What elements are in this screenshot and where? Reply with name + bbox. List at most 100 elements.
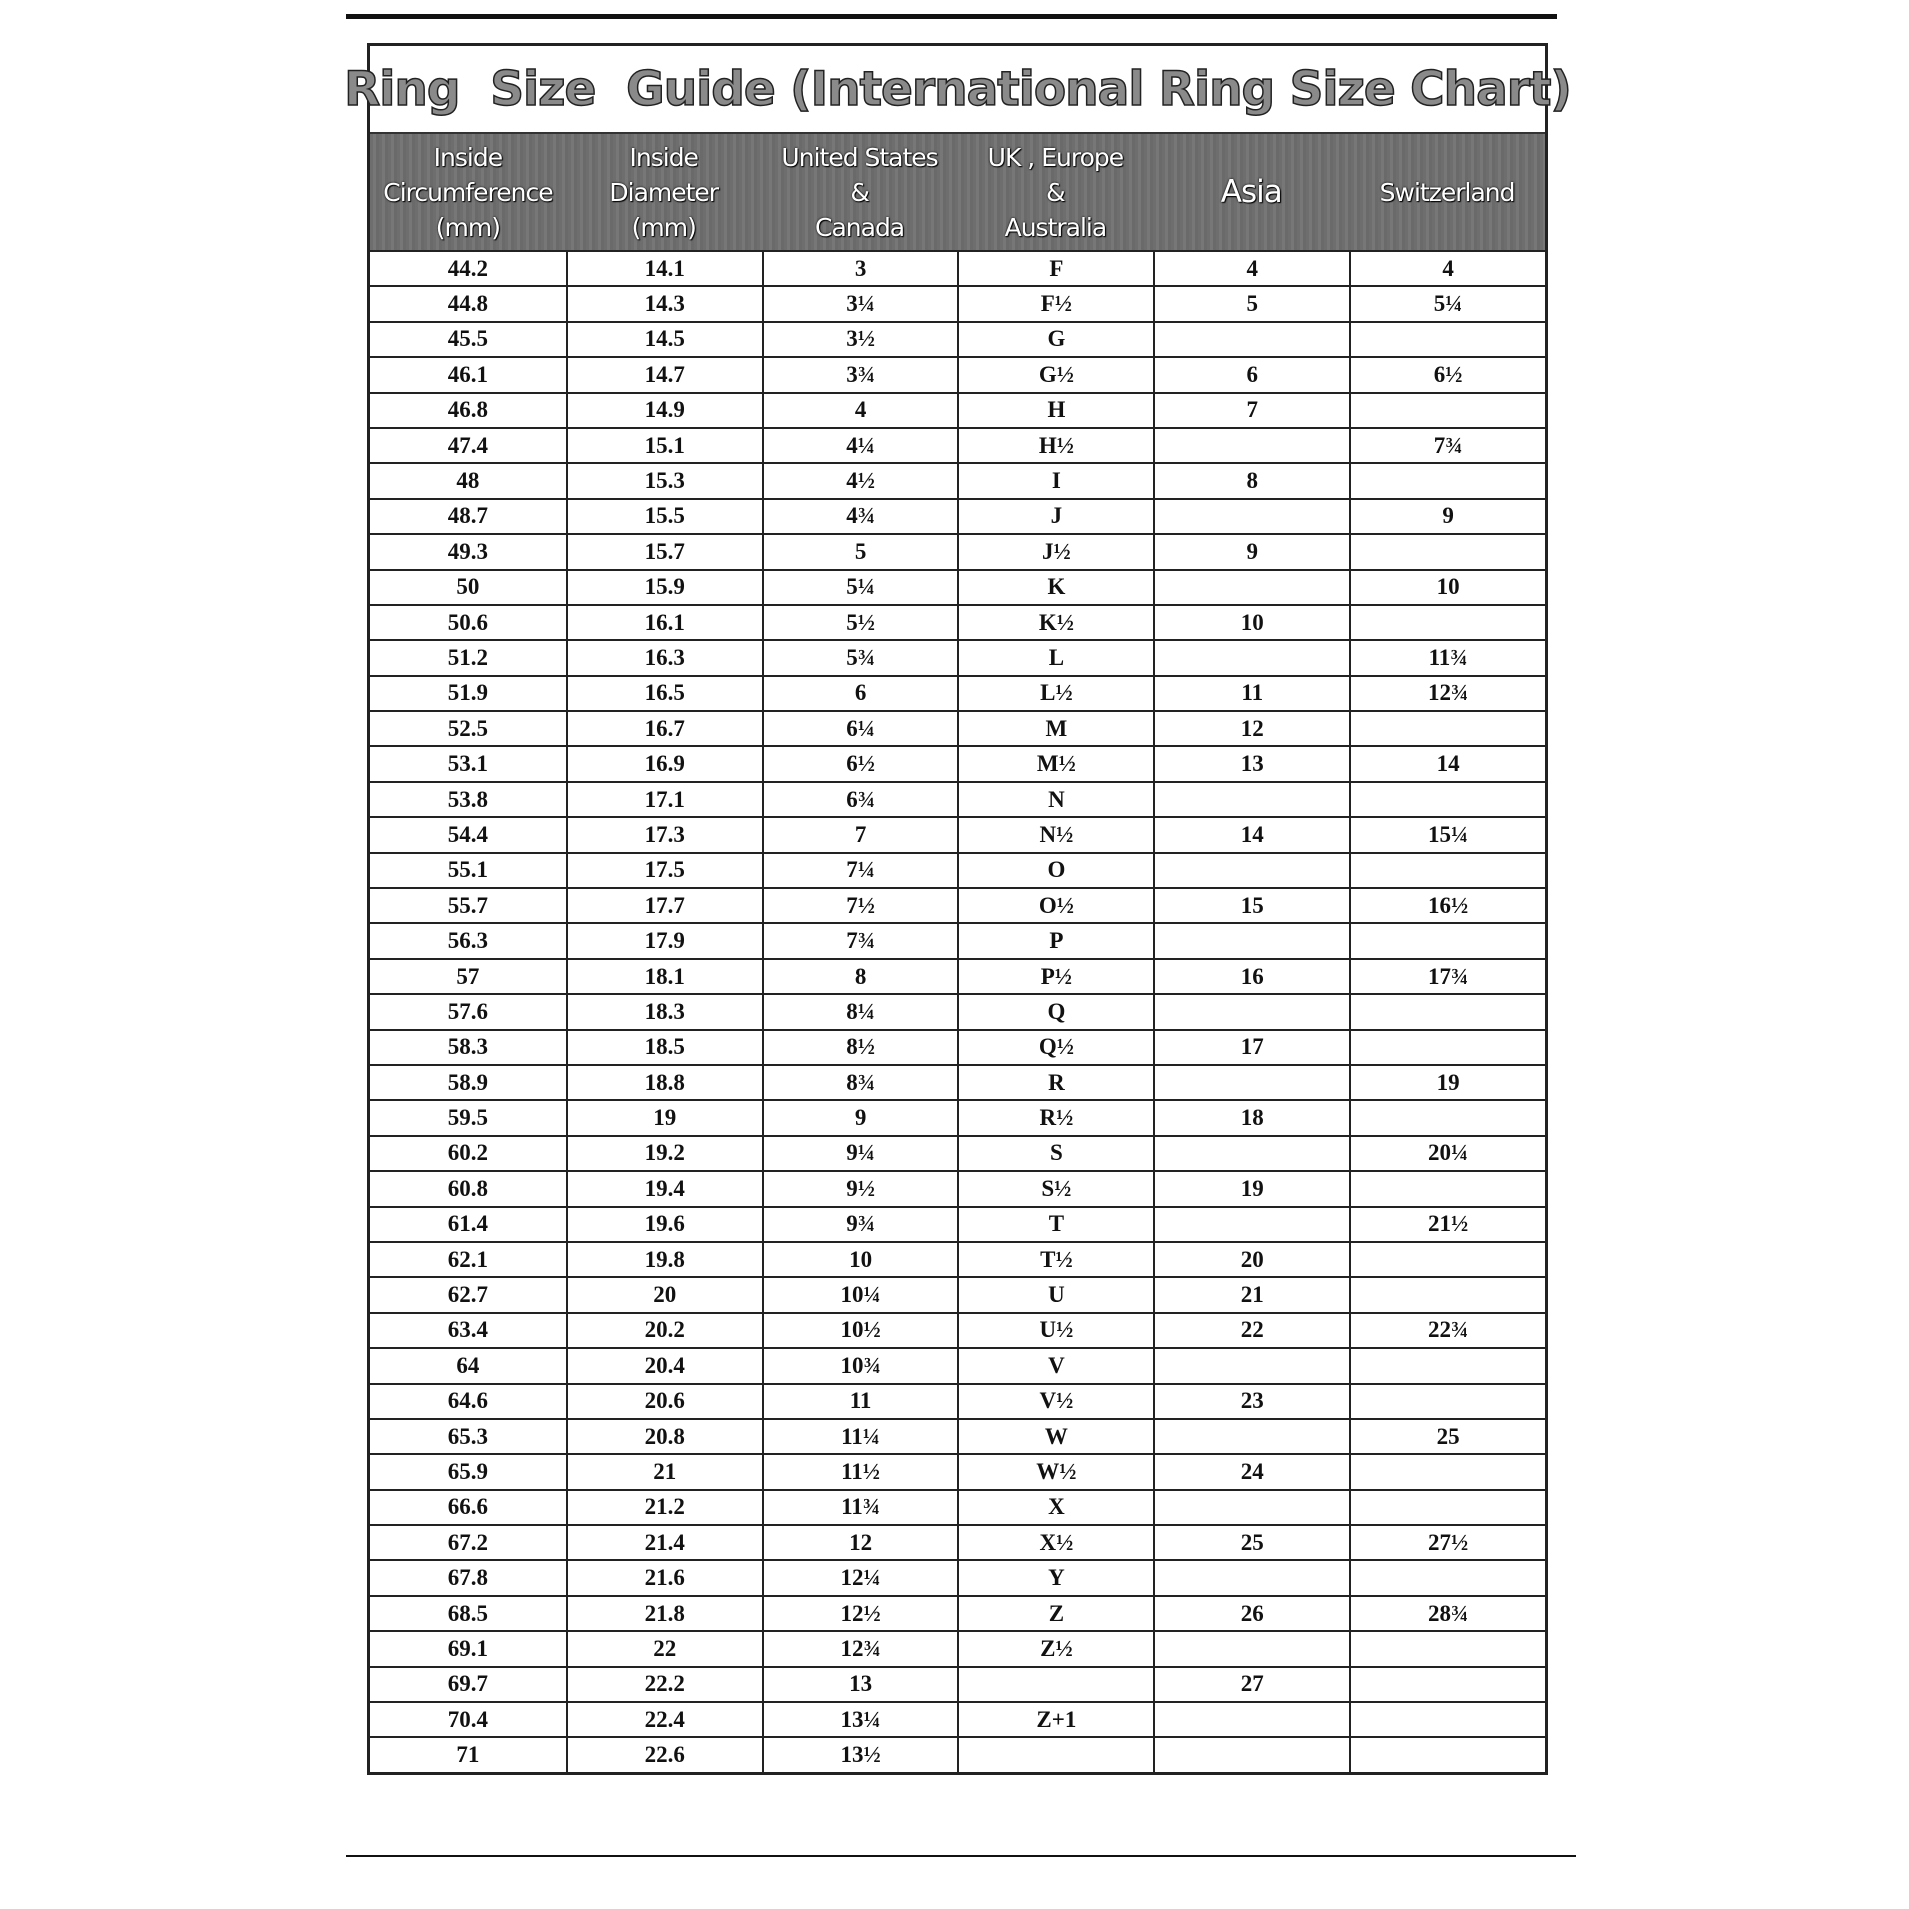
- header-inside-circumference: Inside Circumference (mm): [383, 142, 553, 242]
- cell-us-canada: 9¼: [761, 1136, 958, 1171]
- cell-diameter: 15.9: [565, 570, 762, 604]
- cell-circumference: 58.3: [447, 1034, 489, 1060]
- cell-diameter: 20.8: [565, 1419, 762, 1454]
- cell-uk-europe-australia: G: [957, 322, 1153, 357]
- cell-us-canada: 6½: [761, 747, 958, 781]
- cell-asia: [1153, 1561, 1349, 1595]
- cell-uk-europe-australia: R½: [957, 1101, 1153, 1135]
- cell-asia: 4: [1153, 252, 1349, 286]
- cell-us-canada: 4: [761, 393, 958, 427]
- cell-uk-europe-australia: G½: [957, 358, 1153, 392]
- cell-us-canada: 11¾: [761, 1490, 958, 1525]
- header-us-canada: United States & Canada: [781, 142, 938, 242]
- cell-us-canada: 11½: [761, 1455, 958, 1489]
- cell-uk-europe-australia: R: [957, 1065, 1153, 1100]
- table-row: 69.7 22.2 13 27: [370, 1665, 1545, 1702]
- cell-asia: 13: [1153, 747, 1349, 781]
- table-row: 57 18.1 8 P½ 16 17¾: [370, 957, 1545, 994]
- cell-uk-europe-australia: J½: [957, 535, 1153, 569]
- cell-circumference: 47.4: [447, 432, 489, 458]
- table-row: 60.2 19.2 9¼ S 20¼: [370, 1134, 1545, 1171]
- table-row: 71 22.6 13½: [370, 1736, 1545, 1772]
- table-row: 46.8 14.9 4 H 7: [370, 391, 1545, 427]
- cell-asia: 10: [1153, 605, 1349, 640]
- cell-uk-europe-australia: N½: [957, 818, 1153, 852]
- cell-us-canada: 11: [761, 1384, 958, 1418]
- header-inside-diameter: Inside Diameter (mm): [609, 142, 719, 242]
- table-row: 64 20.4 10¾ V: [370, 1347, 1545, 1383]
- cell-circumference: 63.4: [447, 1317, 489, 1343]
- cell-uk-europe-australia: W: [957, 1419, 1153, 1454]
- cell-asia: [1153, 1207, 1349, 1241]
- cell-us-canada: 8: [761, 959, 958, 994]
- cell-diameter: 18.3: [565, 995, 762, 1029]
- table-header: Inside Circumference (mm) Inside Diamete…: [370, 134, 1545, 250]
- table-row: 65.9 21 11½ W½ 24: [370, 1453, 1545, 1489]
- cell-diameter: 16.3: [565, 641, 762, 675]
- cell-switzerland: 5¼: [1349, 287, 1545, 321]
- header-asia: Asia: [1220, 173, 1283, 210]
- cell-switzerland: [1349, 605, 1545, 640]
- cell-us-canada: 12¼: [761, 1561, 958, 1595]
- cell-us-canada: 12¾: [761, 1632, 958, 1666]
- cell-diameter: 18.1: [565, 959, 762, 994]
- cell-asia: 18: [1153, 1101, 1349, 1135]
- cell-asia: 25: [1153, 1526, 1349, 1560]
- cell-uk-europe-australia: [957, 1667, 1153, 1702]
- cell-us-canada: 13: [761, 1667, 958, 1702]
- cell-diameter: 16.5: [565, 676, 762, 711]
- cell-asia: 15: [1153, 889, 1349, 923]
- cell-diameter: 19.2: [565, 1136, 762, 1171]
- table-row: 58.9 18.8 8¾ R 19: [370, 1063, 1545, 1100]
- cell-circumference: 71: [456, 1742, 480, 1768]
- cell-circumference: 46.1: [447, 361, 489, 387]
- cell-circumference: 50: [456, 574, 480, 600]
- cell-circumference: 70.4: [447, 1706, 489, 1732]
- cell-uk-europe-australia: Z+1: [957, 1703, 1153, 1737]
- table-row: 64.6 20.6 11 V½ 23: [370, 1382, 1545, 1418]
- table-row: 70.4 22.4 13¼ Z+1: [370, 1701, 1545, 1737]
- cell-circumference: 62.1: [447, 1246, 489, 1272]
- cell-uk-europe-australia: S½: [957, 1172, 1153, 1206]
- cell-us-canada: 6: [761, 676, 958, 711]
- cell-uk-europe-australia: Z: [957, 1596, 1153, 1631]
- cell-switzerland: [1349, 393, 1545, 427]
- cell-circumference: 46.8: [447, 397, 489, 423]
- cell-circumference: 50.6: [447, 609, 489, 635]
- cell-diameter: 21.2: [565, 1490, 762, 1525]
- table-row: 46.1 14.7 3¾ G½ 6 6½: [370, 356, 1545, 392]
- cell-circumference: 66.6: [447, 1494, 489, 1520]
- cell-asia: 11: [1153, 676, 1349, 711]
- cell-uk-europe-australia: Y: [957, 1561, 1153, 1595]
- cell-switzerland: [1349, 1278, 1545, 1312]
- cell-circumference: 56.3: [447, 928, 489, 954]
- cell-diameter: 21.4: [565, 1526, 762, 1560]
- cell-asia: 16: [1153, 959, 1349, 994]
- cell-us-canada: 11¼: [761, 1419, 958, 1454]
- cell-uk-europe-australia: O: [957, 853, 1153, 888]
- cell-uk-europe-australia: K½: [957, 605, 1153, 640]
- cell-uk-europe-australia: [957, 1738, 1153, 1772]
- cell-diameter: 17.5: [565, 853, 762, 888]
- table-row: 67.8 21.6 12¼ Y: [370, 1559, 1545, 1595]
- cell-uk-europe-australia: F: [957, 252, 1153, 286]
- cell-diameter: 16.7: [565, 712, 762, 746]
- cell-uk-europe-australia: N: [957, 782, 1153, 817]
- table-row: 69.1 22 12¾ Z½: [370, 1630, 1545, 1666]
- cell-uk-europe-australia: I: [957, 464, 1153, 498]
- cell-uk-europe-australia: J: [957, 499, 1153, 534]
- cell-us-canada: 7¾: [761, 924, 958, 958]
- cell-asia: 12: [1153, 712, 1349, 746]
- chart-title: Ring Size Guide (International Ring Size…: [343, 46, 1573, 134]
- cell-circumference: 58.9: [447, 1069, 489, 1095]
- cell-circumference: 54.4: [447, 821, 489, 847]
- cell-circumference: 60.2: [447, 1140, 489, 1166]
- cell-switzerland: [1349, 1101, 1545, 1135]
- cell-switzerland: 22¾: [1349, 1313, 1545, 1348]
- cell-switzerland: 7¾: [1349, 428, 1545, 463]
- table-row: 51.2 16.3 5¾ L 11¾: [370, 639, 1545, 675]
- cell-uk-europe-australia: M: [957, 712, 1153, 746]
- cell-switzerland: 20¼: [1349, 1136, 1545, 1171]
- cell-asia: [1153, 1738, 1349, 1772]
- cell-circumference: 55.1: [447, 857, 489, 883]
